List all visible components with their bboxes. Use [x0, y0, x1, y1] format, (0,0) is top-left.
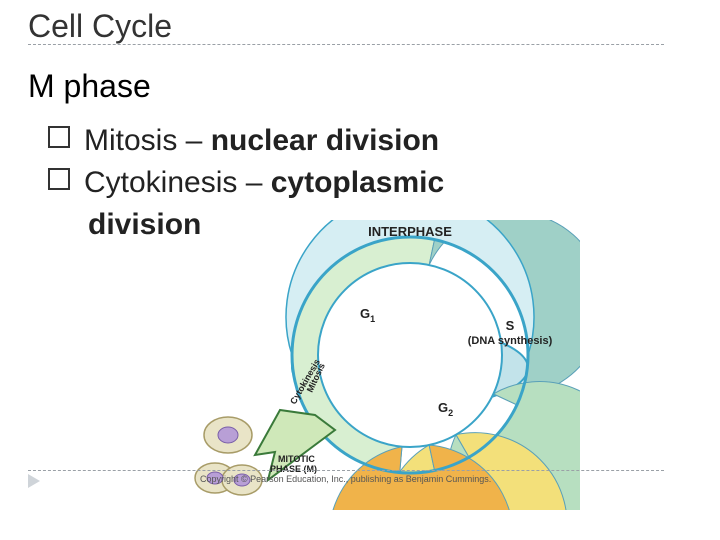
- label-s: S: [506, 318, 515, 333]
- cell-cycle-diagram: INTERPHASE G1 S (DNA synthesis) G2 MITOT…: [160, 220, 580, 510]
- bottom-rule: [28, 470, 664, 471]
- label-interphase: INTERPHASE: [368, 224, 452, 239]
- checkbox-icon: [48, 168, 70, 190]
- label-s-sub: (DNA synthesis): [468, 335, 553, 347]
- label-mitotic2: PHASE (M): [270, 464, 317, 474]
- label-mitotic1: MITOTIC: [278, 454, 315, 464]
- bullet-lead: Cytokinesis –: [84, 166, 271, 199]
- figure-copyright: Copyright © Pearson Education, Inc., pub…: [200, 474, 491, 484]
- bullet-item: Mitosis – nuclear division: [48, 120, 444, 162]
- bullet-emph: nuclear division: [211, 124, 439, 157]
- slide-title: Cell Cycle: [28, 8, 172, 45]
- checkbox-icon: [48, 126, 70, 148]
- bullet-item: Cytokinesis – cytoplasmic: [48, 162, 444, 204]
- slide-marker-icon: [28, 474, 40, 488]
- bullet-emph: cytoplasmic: [271, 166, 444, 199]
- slide-subtitle: M phase: [28, 68, 151, 105]
- bullet-lead: Mitosis –: [84, 124, 211, 157]
